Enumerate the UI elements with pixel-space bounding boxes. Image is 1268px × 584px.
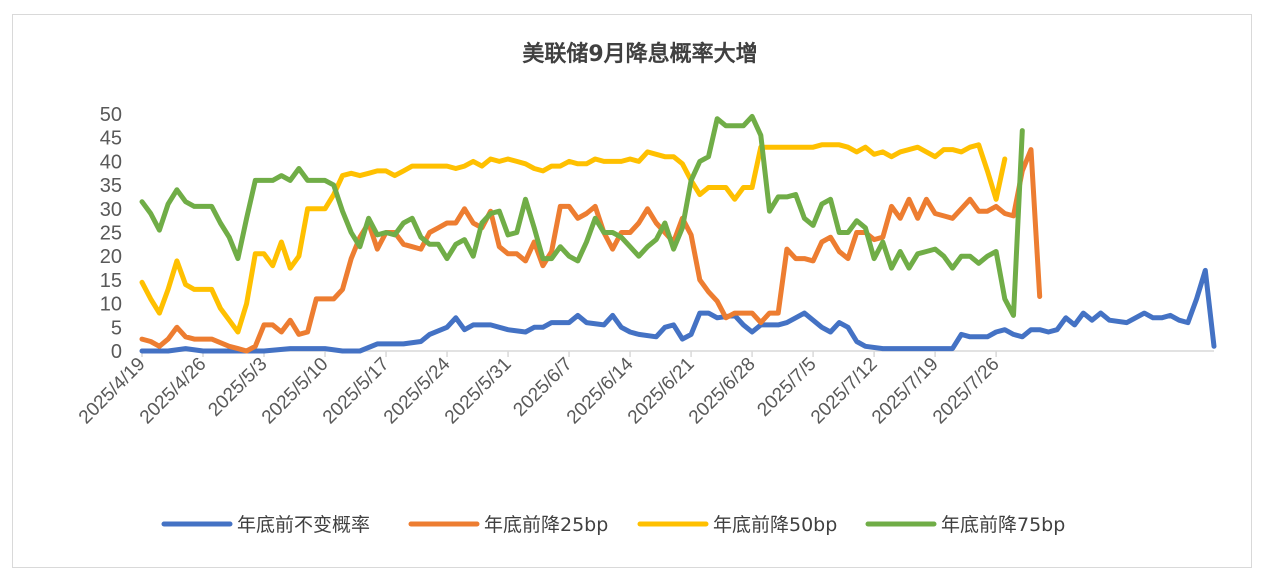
y-tick-label: 20 xyxy=(100,246,122,268)
y-tick-label: 10 xyxy=(100,294,122,316)
y-tick-label: 0 xyxy=(111,341,122,363)
y-tick-label: 35 xyxy=(100,175,122,197)
x-tick-label: 2025/4/26 xyxy=(136,354,211,429)
y-tick-label: 30 xyxy=(100,199,122,221)
legend: 年底前不变概率 年底前降25bp 年底前降50bp 年底前降75bp xyxy=(161,514,1065,536)
chart-frame xyxy=(12,14,1252,568)
series-line-0 xyxy=(139,267,1217,354)
legend-label: 年底前降25bp xyxy=(484,514,608,536)
series-line-2 xyxy=(139,142,1008,335)
y-tick-label: 45 xyxy=(100,128,122,150)
y-tick-label: 25 xyxy=(100,223,122,245)
legend-label: 年底前降50bp xyxy=(713,514,837,536)
x-tick-label: 2025/5/31 xyxy=(441,354,516,429)
y-tick-label: 5 xyxy=(111,317,122,339)
legend-label: 年底前降75bp xyxy=(941,514,1065,536)
legend-label: 年底前不变概率 xyxy=(237,514,370,536)
series-lines xyxy=(139,113,1217,354)
y-tick-label: 15 xyxy=(100,270,122,292)
series-line-1 xyxy=(139,147,1043,354)
chart-title: 美联储9月降息概率大增 xyxy=(522,41,757,67)
y-tick-label: 50 xyxy=(100,104,122,126)
x-tick-label: 2025/6/28 xyxy=(685,354,760,429)
series-line-3 xyxy=(139,113,1025,318)
x-tick-label: 2025/7/26 xyxy=(929,354,1004,429)
y-tick-label: 40 xyxy=(100,151,122,173)
x-axis-ticks: 2025/4/192025/4/262025/5/32025/5/102025/… xyxy=(75,351,1004,428)
